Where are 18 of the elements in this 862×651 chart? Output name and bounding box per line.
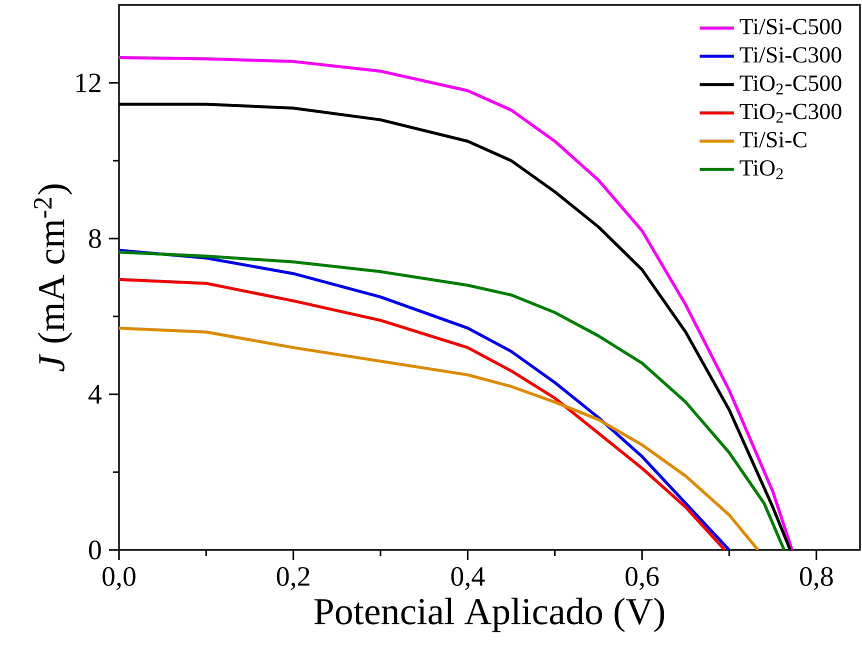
y-axis-title: J (mA cm$^{-2}$) <box>34 184 72 372</box>
x-tick-label: 0,2 <box>276 567 310 590</box>
x-axis-title: Potencial Aplicado (V) <box>314 598 664 632</box>
y-tick-label: 4 <box>88 385 102 404</box>
legend-label: Ti/Si-C300 <box>740 47 842 63</box>
x-tick-label: 0,0 <box>102 567 136 590</box>
legend-label: Ti/Si-C500 <box>740 18 842 34</box>
x-tick-label: 0,6 <box>626 567 659 590</box>
x-tick-label: 0,8 <box>800 567 833 590</box>
y-tick-label: 0 <box>89 540 101 560</box>
legend-label: TiO$_{2}$-C300 <box>740 104 842 123</box>
y-tick-label: 8 <box>89 229 101 248</box>
legend-label: Ti/Si-C <box>740 132 806 148</box>
line-series <box>119 326 760 550</box>
y-tick-label: 12 <box>76 74 100 92</box>
x-tick-label: 0,4 <box>451 567 485 590</box>
legend-label: TiO$_{2}$ <box>740 160 783 180</box>
legend-label: TiO$_{2}$-C500 <box>740 75 842 94</box>
